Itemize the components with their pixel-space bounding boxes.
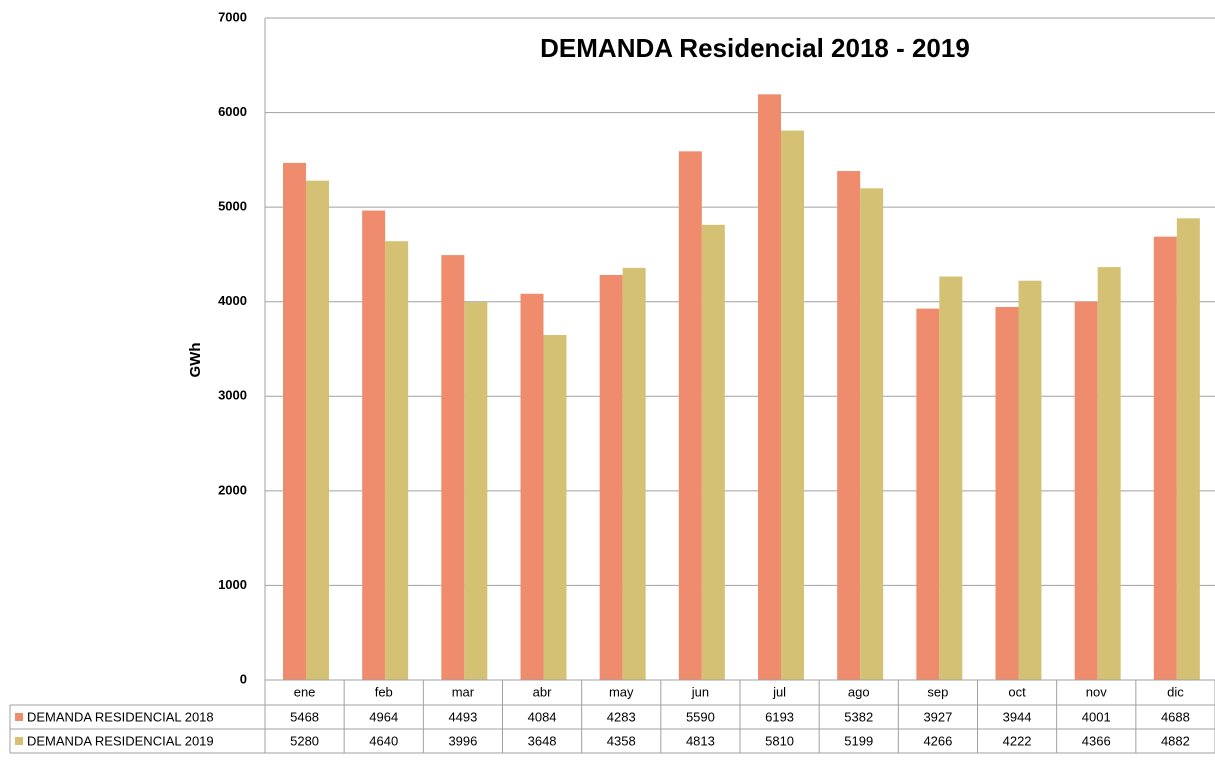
table-value: 4640 — [369, 733, 398, 748]
x-tick-label: nov — [1086, 684, 1107, 699]
bar — [860, 188, 884, 681]
table-value: 3648 — [528, 733, 557, 748]
y-tick-label: 0 — [240, 671, 247, 686]
x-tick-label: ene — [294, 684, 316, 699]
table-value: 4493 — [448, 709, 477, 724]
bar — [1153, 236, 1177, 680]
table-value: 5810 — [765, 733, 794, 748]
x-tick-label: ago — [848, 684, 870, 699]
legend-label: DEMANDA RESIDENCIAL 2018 — [27, 709, 214, 724]
bar — [837, 171, 861, 680]
table-value: 4964 — [369, 709, 398, 724]
table-value: 5280 — [290, 733, 319, 748]
table-value: 4813 — [686, 733, 715, 748]
table-value: 5590 — [686, 709, 715, 724]
x-tick-label: sep — [927, 684, 948, 699]
y-tick-label: 4000 — [218, 293, 247, 308]
chart-title: DEMANDA Residencial 2018 - 2019 — [540, 33, 970, 63]
x-tick-label: mar — [452, 684, 475, 699]
table-value: 3927 — [923, 709, 952, 724]
y-axis-label: GWh — [187, 343, 204, 378]
bar — [995, 307, 1019, 680]
table-value: 5382 — [844, 709, 873, 724]
y-tick-label: 5000 — [218, 199, 247, 214]
bar — [1176, 218, 1200, 680]
bar — [306, 180, 329, 681]
bar — [362, 210, 386, 680]
bar — [1018, 280, 1042, 680]
table-value: 4358 — [607, 733, 636, 748]
y-tick-label: 2000 — [218, 482, 247, 497]
bar — [441, 255, 465, 680]
legend-label: DEMANDA RESIDENCIAL 2019 — [27, 733, 214, 748]
x-tick-label: jul — [772, 684, 786, 699]
bar — [283, 162, 306, 680]
legend-key — [15, 713, 23, 721]
x-tick-label: dic — [1167, 684, 1184, 699]
legend-key — [15, 737, 23, 745]
bar — [1074, 301, 1098, 680]
x-tick-label: may — [609, 684, 634, 699]
bar — [622, 267, 646, 680]
bar — [543, 335, 567, 680]
bar — [385, 241, 409, 680]
table-value: 5199 — [844, 733, 873, 748]
x-tick-label: feb — [375, 684, 393, 699]
table-value: 5468 — [290, 709, 319, 724]
bar — [758, 94, 781, 680]
table-value: 4882 — [1161, 733, 1190, 748]
table-value: 4001 — [1082, 709, 1111, 724]
bar — [520, 293, 544, 680]
y-tick-label: 3000 — [218, 388, 247, 403]
table-value: 6193 — [765, 709, 794, 724]
bar — [1097, 267, 1121, 680]
x-tick-label: oct — [1008, 684, 1026, 699]
table-value: 4266 — [923, 733, 952, 748]
y-tick-label: 6000 — [218, 104, 247, 119]
bar — [599, 274, 623, 680]
bar — [939, 276, 963, 680]
table-value: 4688 — [1161, 709, 1190, 724]
table-value: 4366 — [1082, 733, 1111, 748]
y-tick-label: 1000 — [218, 577, 247, 592]
y-tick-label: 7000 — [218, 9, 247, 24]
bar — [701, 224, 725, 681]
x-tick-label: jun — [691, 684, 709, 699]
table-value: 4084 — [528, 709, 557, 724]
table-value: 4222 — [1003, 733, 1032, 748]
bar — [464, 302, 488, 680]
bar — [781, 130, 804, 681]
bar — [916, 308, 940, 680]
table-value: 3944 — [1003, 709, 1032, 724]
bar — [678, 151, 702, 681]
x-tick-label: abr — [533, 684, 552, 699]
table-value: 4283 — [607, 709, 636, 724]
table-value: 3996 — [448, 733, 477, 748]
